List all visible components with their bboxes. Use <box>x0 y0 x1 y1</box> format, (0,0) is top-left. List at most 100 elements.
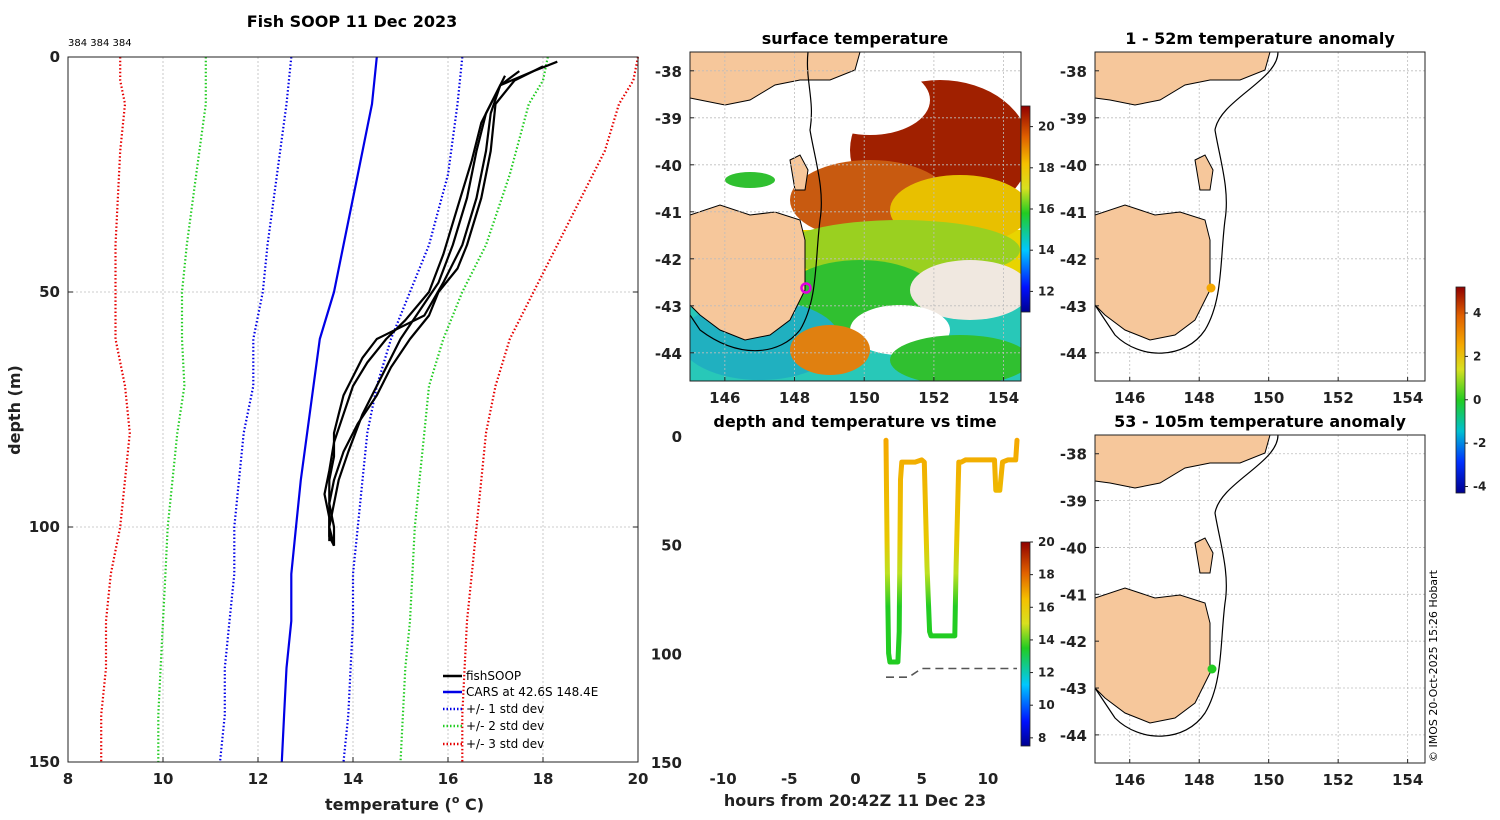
profile-ytick: 150 <box>29 753 60 771</box>
map-xtick: 148 <box>779 389 810 407</box>
profile-series--3-std-dev <box>461 56 640 762</box>
colorbar-tick: 20 <box>1038 535 1055 549</box>
map-ytick: -43 <box>1060 298 1087 316</box>
colorbar-tick: 14 <box>1038 243 1055 257</box>
map-ytick: -41 <box>1060 586 1087 604</box>
profile-xtick: 16 <box>438 770 459 788</box>
map-xtick: 146 <box>1114 389 1145 407</box>
map-ytick: -44 <box>1060 727 1087 745</box>
colorbar-tick: 14 <box>1038 633 1055 647</box>
profile-xtick: 8 <box>63 770 73 788</box>
timeseries-xtick: 5 <box>916 770 926 788</box>
anomaly-colorbar: -4 -2 0 2 4 <box>1455 286 1486 493</box>
map-xtick: 154 <box>988 389 1019 407</box>
map-ytick: -38 <box>655 63 682 81</box>
timeseries-xlabel: hours from 20:42Z 11 Dec 23 <box>724 791 986 810</box>
temperature-track <box>883 437 1020 665</box>
anomaly2-axes-frame <box>1094 434 1426 764</box>
anomaly1-tasmania <box>1095 204 1211 341</box>
anomaly1-flinders-island <box>1194 154 1214 191</box>
map-xtick: 146 <box>1114 771 1145 789</box>
legend-fishsoop: fishSOOP <box>466 669 521 683</box>
profile-xtick: 20 <box>628 770 649 788</box>
map-xtick: 150 <box>849 389 880 407</box>
profile-series--3-std-dev <box>100 57 131 762</box>
anomaly2-mainland <box>1095 435 1271 489</box>
anomaly2-location-marker <box>1207 664 1217 674</box>
map-xtick: 154 <box>1392 389 1423 407</box>
map-xtick: 152 <box>918 389 949 407</box>
anomaly1-axes-frame <box>1094 51 1426 382</box>
colorbar-tick: 18 <box>1038 161 1055 175</box>
colorbar-tick: 4 <box>1473 306 1481 320</box>
colorbar-tick: 2 <box>1473 349 1481 363</box>
map-ytick: -41 <box>655 204 682 222</box>
timeseries-colorbar: 8 10 12 14 16 18 20 <box>1020 535 1055 747</box>
timeseries-title: depth and temperature vs time <box>713 412 996 431</box>
map-xtick: 150 <box>1253 389 1284 407</box>
anomaly2-flinders-island <box>1194 537 1214 574</box>
profile-ytick: 0 <box>50 48 60 66</box>
map-ytick: -39 <box>1060 110 1087 128</box>
map-xtick: 146 <box>709 389 740 407</box>
colorbar-tick: 20 <box>1038 120 1055 134</box>
map-ytick: -42 <box>1060 633 1087 651</box>
colorbar-tick: -4 <box>1473 479 1486 493</box>
anomaly1-ticks: 146 148 150 152 154 -38 -39 -40 -41 -42 -43 -44 <box>1060 63 1423 407</box>
colorbar-tick: 18 <box>1038 568 1055 582</box>
legend-std3: +/- 3 std dev <box>466 737 544 751</box>
colorbar-tick: 0 <box>1473 393 1481 407</box>
sst-grid <box>690 52 1021 381</box>
profile-series--2-std-dev <box>399 56 549 763</box>
bottom-depth-line <box>886 667 1017 679</box>
map-ytick: -42 <box>1060 251 1087 269</box>
profile-panel: Fish SOOP 11 Dec 2023 384 384 384 8 10 12 1… <box>5 12 648 814</box>
legend-std1: +/- 1 std dev <box>466 702 544 716</box>
colorbar-tick: 16 <box>1038 202 1055 216</box>
timeseries-ytick: 150 <box>651 754 682 772</box>
map-ytick: -38 <box>1060 446 1087 464</box>
anomaly2-tasmania <box>1095 587 1211 724</box>
sst-mainland <box>690 52 861 106</box>
timeseries-xtick: 0 <box>850 770 860 788</box>
map-xtick: 148 <box>1184 389 1215 407</box>
profile-xtick: 18 <box>533 770 554 788</box>
sst-location-marker <box>800 282 812 294</box>
sst-ticks: 146 148 150 152 154 -38 -39 -40 -41 -42 -43 -44 <box>655 63 1019 407</box>
timeseries-xtick: -10 <box>710 770 737 788</box>
colorbar-tick: 12 <box>1038 284 1055 298</box>
colorbar-tick: 16 <box>1038 600 1055 614</box>
profile-counts: 384 384 384 <box>68 38 132 49</box>
profile-xlabel: temperature (o C) <box>325 793 484 814</box>
credit-text: © IMOS 20-Oct-2025 15:26 Hobart <box>1427 569 1440 762</box>
timeseries-bottom-depth <box>886 667 1017 679</box>
profile-series--1-std-dev <box>342 56 464 763</box>
map-xtick: 152 <box>1323 389 1354 407</box>
map-ytick: -40 <box>1060 539 1087 557</box>
anomaly1-panel: 1 - 52m temperature anomaly 146 148 150 152… <box>1060 29 1426 407</box>
map-ytick: -40 <box>655 157 682 175</box>
sst-panel: surface temperature <box>655 29 1055 407</box>
colorbar-tick: 8 <box>1038 731 1046 745</box>
map-ytick: -41 <box>1060 204 1087 222</box>
map-ytick: -39 <box>655 110 682 128</box>
timeseries-ytick: 100 <box>651 645 682 663</box>
profile-xtick: 12 <box>248 770 269 788</box>
profile-series-cars-at-42-6s-148-4e <box>280 56 378 763</box>
profile-xtick: 10 <box>153 770 174 788</box>
sst-tasmania <box>690 204 806 341</box>
anomaly1-location-marker <box>1206 283 1216 293</box>
anomaly2-map-area <box>1095 435 1425 763</box>
anomaly2-panel: 53 - 105m temperature anomaly 146 148 150 1… <box>1060 412 1426 789</box>
profile-lines <box>100 56 640 763</box>
profile-legend: fishSOOP CARS at 42.6S 148.4E +/- 1 std … <box>443 669 598 751</box>
profile-ylabel: depth (m) <box>5 365 24 455</box>
profile-series-fishsoop-cast-2 <box>328 65 544 546</box>
legend-cars: CARS at 42.6S 148.4E <box>466 685 598 699</box>
profile-ytick: 50 <box>39 283 60 301</box>
anomaly2-ticks: 146 148 150 152 154 -38 -39 -40 -41 -42 -43 -44 <box>1060 446 1423 789</box>
anomaly2-title: 53 - 105m temperature anomaly <box>1114 412 1406 431</box>
profile-series-fishsoop-cast-1 <box>328 60 558 547</box>
